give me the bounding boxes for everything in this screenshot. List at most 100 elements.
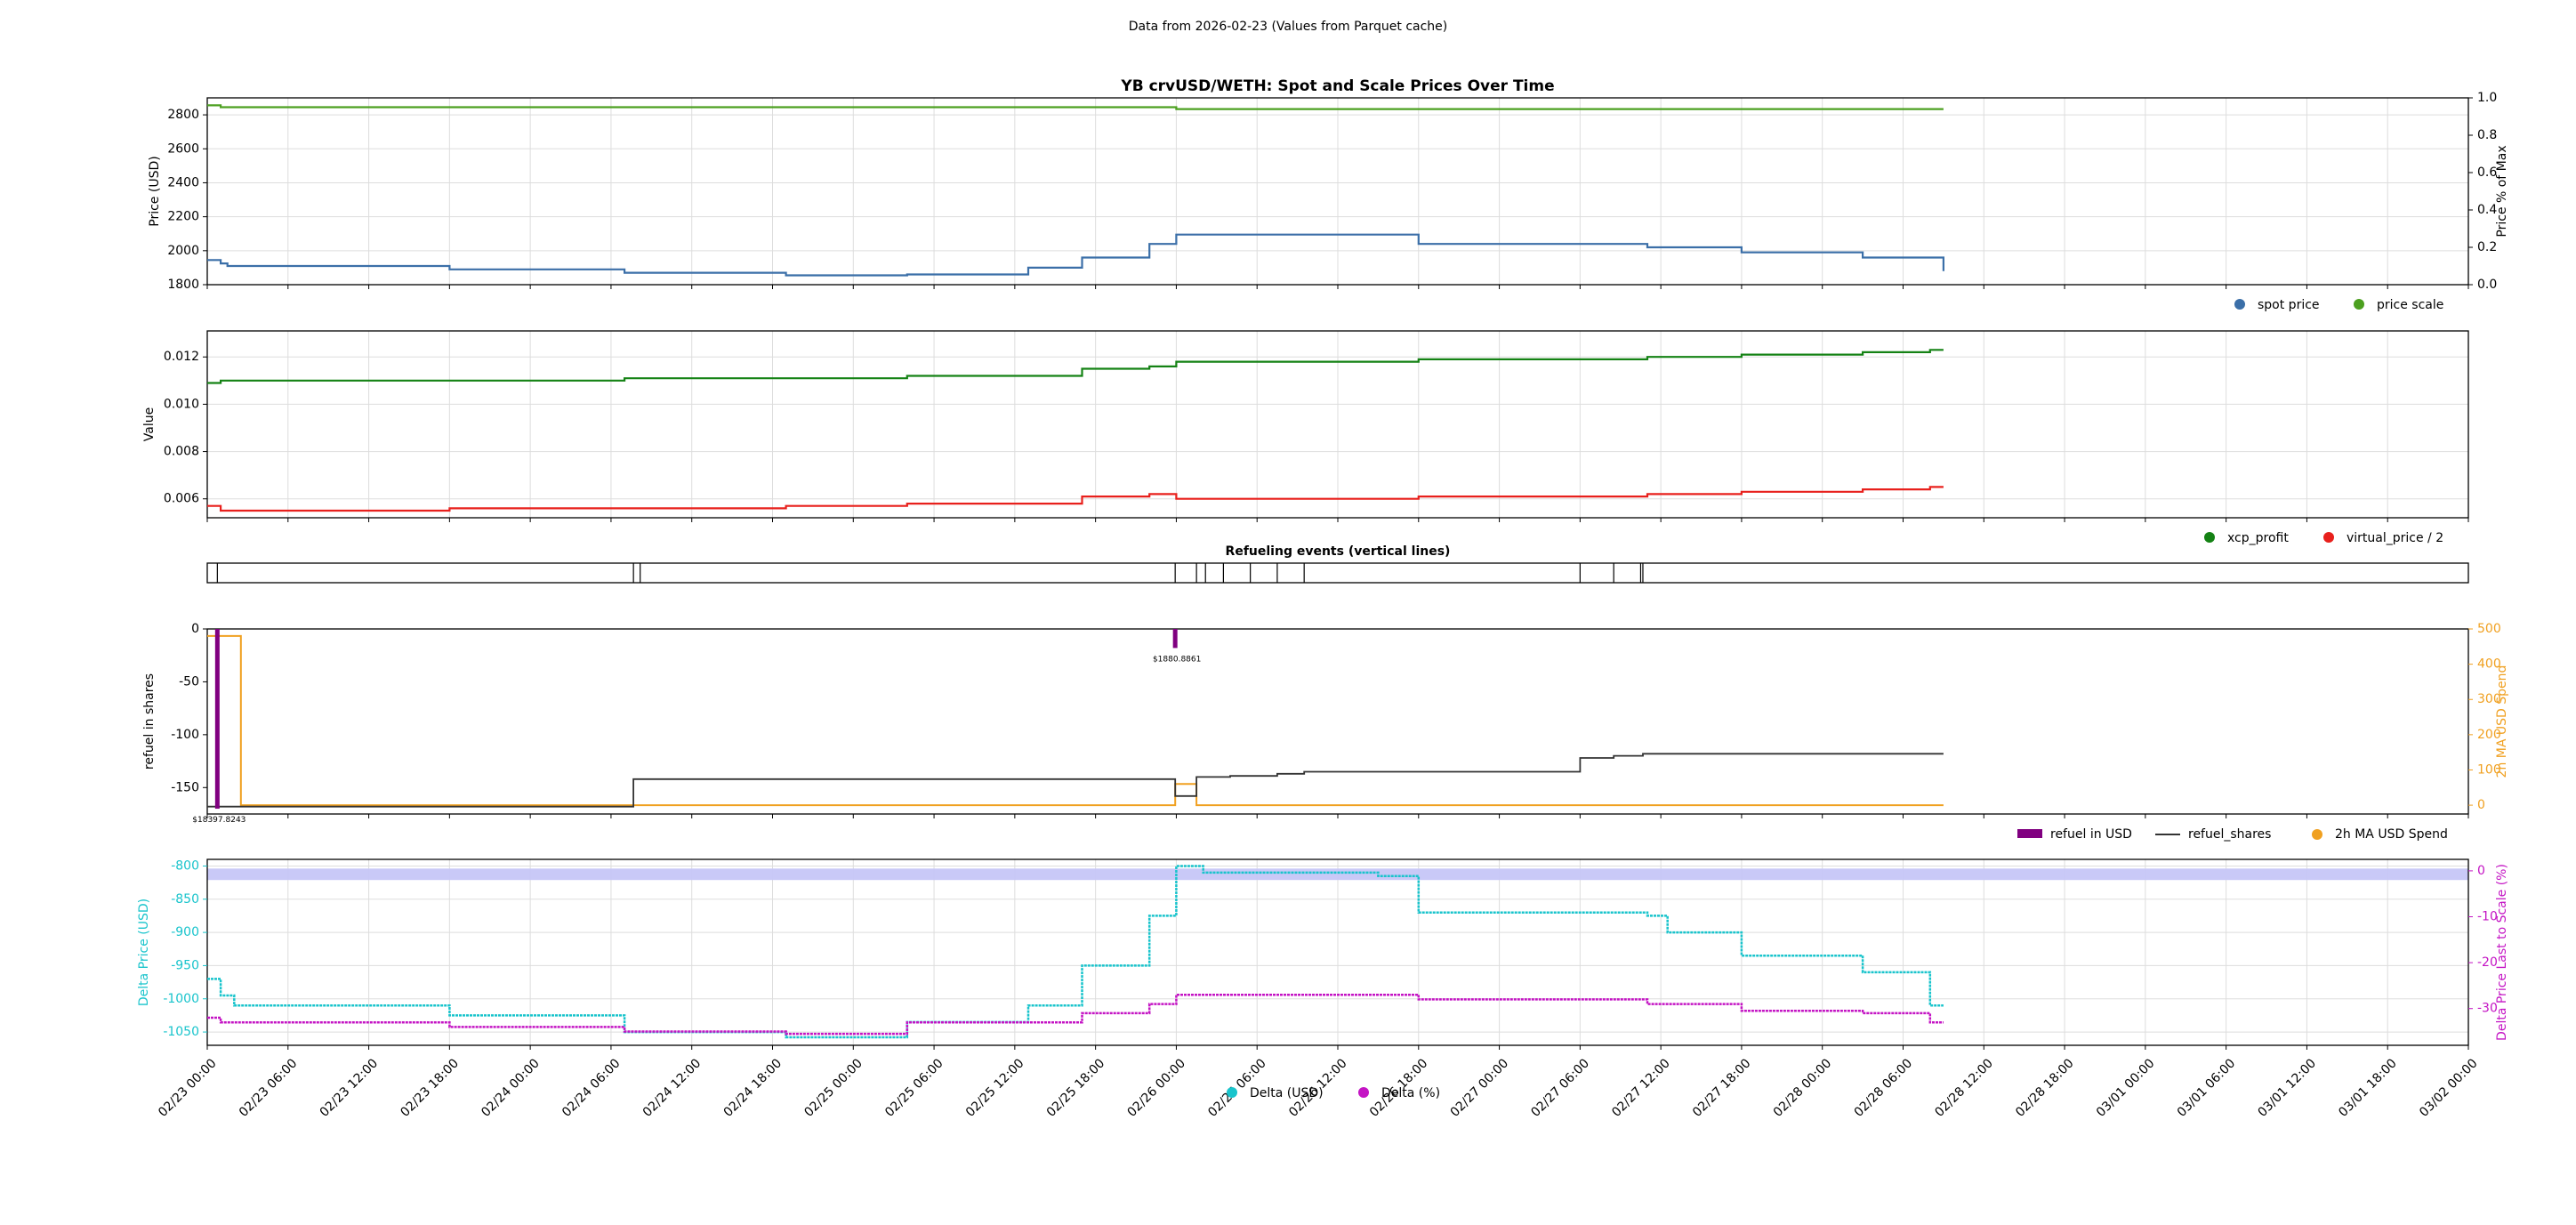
p1-y2-label-2: 0.4 [2477, 203, 2497, 217]
p2-legend-virtual-price: virtual_price / 2 [2347, 531, 2443, 545]
p5-y-label-3: -950 [171, 958, 199, 972]
p1-y-label-0: 1800 [167, 278, 199, 292]
p1-y2-label-4: 0.8 [2477, 128, 2497, 142]
p4-y-label-0: 0 [191, 622, 199, 636]
x-tick-label-21: 02/28 06:00 [1852, 1056, 1916, 1120]
p5-y2label: Delta Price Last to Scale (%) [2495, 864, 2509, 1041]
x-tick-label-26: 03/01 12:00 [2256, 1056, 2320, 1120]
p1-y-label-3: 2400 [167, 175, 199, 189]
x-tick-label-6: 02/24 12:00 [640, 1056, 704, 1120]
p5-y-label-5: -1050 [163, 1025, 199, 1039]
p2-legend-marker-vprice [2323, 532, 2334, 543]
x-tick-label-2: 02/23 12:00 [318, 1056, 382, 1120]
p1-y2-label-0: 0.0 [2477, 278, 2497, 292]
p4-y2-label-4: 400 [2477, 657, 2501, 672]
p5-legend-marker-delta-pct [1358, 1087, 1369, 1098]
p5-y2-label-1: -10 [2477, 910, 2498, 924]
p5-y2-label-2: -20 [2477, 955, 2498, 970]
p4-ylabel: refuel in shares [142, 673, 157, 770]
x-tick-label-20: 02/28 00:00 [1771, 1056, 1835, 1120]
p4-y-label-1: -50 [179, 674, 199, 689]
x-tick-label-25: 03/01 06:00 [2175, 1056, 2239, 1120]
p4-y2label: 2h MA USD Spend [2495, 665, 2509, 778]
p4-refuel-usd-bar-0 [214, 629, 220, 810]
p4-series-2h-ma [207, 634, 1944, 807]
x-tick-label-28: 03/02 00:00 [2417, 1056, 2481, 1120]
data-note-text: Data from 2026-02-23 (Values from Parque… [1128, 20, 1448, 34]
header-data-note: Data from 2026-02-23 (Values from Parque… [0, 20, 2576, 34]
p1-legend-marker-spot [2234, 299, 2245, 310]
p2-legend-marker-xcp [2204, 532, 2215, 543]
p1-y-label-2: 2200 [167, 210, 199, 224]
p4-legend-refuel-shares: refuel_shares [2188, 827, 2271, 842]
x-tick-label-19: 02/27 18:00 [1690, 1056, 1754, 1120]
x-tick-label-11: 02/25 18:00 [1044, 1056, 1108, 1120]
p4-y2-label-1: 100 [2477, 762, 2501, 777]
p4-y2-label-3: 300 [2477, 692, 2501, 706]
p4-frame [206, 628, 2469, 815]
p2-series-xcp-profit [207, 349, 1944, 384]
x-tick-label-8: 02/25 00:00 [801, 1056, 865, 1120]
p1-title: YB crvUSD/WETH: Spot and Scale Prices Ov… [1120, 77, 1554, 95]
p2-y-label-1: 0.008 [164, 445, 199, 459]
p1-y2-label-5: 1.0 [2477, 91, 2497, 105]
p1-y2label: Price % of Max [2495, 145, 2509, 237]
x-tick-label-24: 03/01 00:00 [2094, 1056, 2158, 1120]
p2-ylabel: Value [142, 407, 157, 441]
p5-legend-delta-pct: Delta (%) [1381, 1086, 1440, 1100]
x-tick-label-0: 02/23 00:00 [156, 1056, 220, 1120]
x-tick-label-4: 02/24 00:00 [479, 1056, 543, 1120]
p3-frame [206, 562, 2469, 584]
p1-legend-spot-price: spot price [2258, 298, 2320, 312]
p5-y2-label-3: -30 [2477, 1002, 2498, 1016]
x-tick-label-1: 02/23 06:00 [237, 1056, 301, 1120]
x-tick-label-5: 02/24 06:00 [559, 1056, 624, 1120]
p5-y-label-2: -900 [171, 925, 199, 939]
p1-legend-marker-scale [2354, 299, 2364, 310]
p1-series-spot-price [207, 233, 1944, 277]
p5-y-label-1: -850 [171, 892, 199, 907]
p4-y2-label-5: 500 [2477, 622, 2501, 636]
x-tick-label-9: 02/25 06:00 [882, 1056, 946, 1120]
p1-ylabel: Price (USD) [148, 156, 162, 226]
p4-series-refuel-shares [207, 753, 1944, 808]
p5-y2-label-0: 0 [2477, 864, 2485, 878]
x-tick-label-23: 02/28 18:00 [2013, 1056, 2077, 1120]
p1-series-price-scale [207, 104, 1944, 110]
p4-refuel-usd-bar-1 [1172, 629, 1178, 649]
p2-series-virtual-price [207, 486, 1944, 512]
p1-y-label-4: 2600 [167, 141, 199, 156]
x-tick-label-7: 02/24 18:00 [721, 1056, 785, 1120]
p4-legend-marker-ma [2312, 829, 2322, 840]
p5-legend-delta-usd: Delta (USD) [1250, 1086, 1324, 1100]
p1-y-label-5: 2800 [167, 108, 199, 122]
p3-title: Refueling events (vertical lines) [1226, 544, 1451, 559]
x-tick-label-18: 02/27 12:00 [1609, 1056, 1673, 1120]
p4-y2-label-2: 200 [2477, 728, 2501, 742]
p5-series-delta-pct [207, 993, 1944, 1036]
p2-y-label-0: 0.006 [164, 492, 199, 506]
p1-y-label-1: 2000 [167, 244, 199, 258]
x-tick-label-17: 02/27 06:00 [1528, 1056, 1592, 1120]
p5-y-label-0: -800 [171, 858, 199, 873]
x-tick-label-12: 02/26 00:00 [1125, 1056, 1189, 1120]
p5-band [207, 868, 2468, 881]
p4-annotation-0: $18397.8243 [192, 816, 246, 825]
p1-legend-price-scale: price scale [2377, 298, 2443, 312]
x-tick-label-27: 03/01 18:00 [2336, 1056, 2400, 1120]
p1-y2-label-1: 0.2 [2477, 240, 2497, 254]
x-tick-label-22: 02/28 12:00 [1932, 1056, 1996, 1120]
p2-legend-xcp-profit: xcp_profit [2227, 531, 2289, 545]
p4-legend-marker-refuel-usd [2017, 829, 2042, 838]
p5-legend-marker-delta-usd [1227, 1087, 1237, 1098]
p4-legend-refuel-usd: refuel in USD [2050, 827, 2132, 842]
p5-series-delta-usd [207, 865, 1944, 1039]
p5-ylabel: Delta Price (USD) [137, 899, 151, 1006]
x-tick-label-16: 02/27 00:00 [1448, 1056, 1512, 1120]
x-tick-label-3: 02/23 18:00 [398, 1056, 462, 1120]
p5-y-label-4: -1000 [163, 992, 199, 1006]
p2-y-label-3: 0.012 [164, 350, 199, 364]
p4-legend-2h-ma: 2h MA USD Spend [2335, 827, 2448, 842]
p4-y2-label-0: 0 [2477, 798, 2485, 812]
